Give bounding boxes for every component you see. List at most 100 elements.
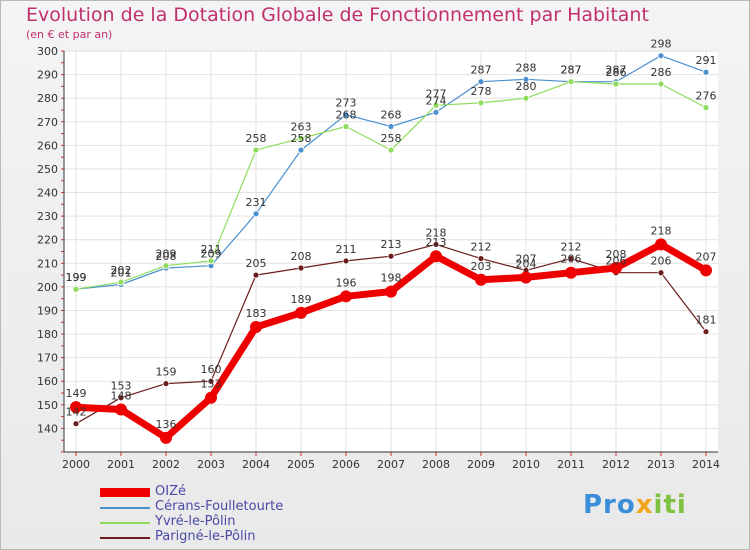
data-point-parigne-le-polin: [117, 394, 125, 402]
data-point-yvre-le-polin: [117, 278, 125, 286]
data-label-oize: 183: [246, 307, 267, 320]
y-tick-label: 170: [37, 352, 58, 365]
data-label-yvre-le-polin: 199: [66, 271, 87, 284]
data-label-oize: 213: [426, 236, 447, 249]
data-label-oize: 136: [156, 418, 177, 431]
data-label-cerans-foulletourte: 199: [66, 271, 87, 284]
data-point-parigne-le-polin: [72, 420, 80, 428]
data-point-yvre-le-polin: [522, 94, 530, 102]
data-label-parigne-le-polin: 153: [111, 380, 132, 393]
data-label-yvre-le-polin: 209: [156, 248, 177, 261]
data-label-yvre-le-polin: 202: [111, 264, 132, 277]
data-label-oize: 153: [201, 378, 222, 391]
data-point-yvre-le-polin: [297, 134, 305, 142]
data-point-yvre-le-polin: [432, 101, 440, 109]
data-point-parigne-le-polin: [387, 252, 395, 260]
x-tick-label: 2012: [602, 458, 630, 470]
data-point-oize: [655, 238, 667, 251]
x-tick-label: 2007: [377, 458, 405, 470]
data-point-parigne-le-polin: [702, 328, 710, 336]
data-label-cerans-foulletourte: 287: [606, 64, 627, 77]
line-chart: 140 150 160 170 180 190 200 210 220 230 240 250 260 2…: [37, 38, 720, 470]
data-label-cerans-foulletourte: 291: [696, 54, 717, 67]
legend-label: Cérans-Foulletourte: [155, 499, 284, 514]
data-point-parigne-le-polin: [207, 377, 215, 385]
data-point-oize: [475, 273, 487, 286]
data-label-parigne-le-polin: 213: [381, 238, 402, 251]
x-tick-label: 2011: [557, 458, 585, 470]
data-label-parigne-le-polin: 142: [66, 406, 87, 419]
x-tick-label: 2014: [692, 458, 720, 470]
y-tick-label: 190: [37, 304, 58, 317]
series-layer: [70, 52, 712, 444]
data-label-cerans-foulletourte: 208: [156, 250, 177, 263]
legend-swatch: [100, 522, 150, 524]
data-label-cerans-foulletourte: 274: [426, 94, 447, 107]
data-label-parigne-le-polin: 181: [696, 314, 717, 327]
logo-part-pro: Pro: [583, 490, 636, 520]
y-tick-label: 300: [37, 45, 58, 58]
data-point-yvre-le-polin: [387, 146, 395, 154]
data-point-oize: [295, 306, 307, 319]
data-point-oize: [430, 250, 442, 263]
data-point-parigne-le-polin: [252, 271, 260, 279]
y-tick-label: 220: [37, 234, 58, 247]
legend-swatch: [100, 507, 150, 509]
data-label-yvre-le-polin: 258: [381, 132, 402, 145]
logo-part-iti: iti: [653, 490, 687, 520]
data-label-parigne-le-polin: 159: [156, 366, 177, 379]
data-point-oize: [385, 285, 397, 298]
data-label-oize: 149: [66, 387, 87, 400]
data-label-parigne-le-polin: 212: [561, 241, 582, 254]
data-point-parigne-le-polin: [657, 269, 665, 277]
data-label-parigne-le-polin: 205: [246, 257, 267, 270]
data-label-parigne-le-polin: 218: [426, 226, 447, 239]
data-point-cerans-foulletourte: [702, 68, 710, 76]
x-tick-label: 2010: [512, 458, 540, 470]
data-label-yvre-le-polin: 280: [516, 80, 537, 93]
x-tick-label: 2006: [332, 458, 360, 470]
data-point-oize: [70, 401, 82, 414]
logo-part-x: x: [635, 490, 654, 520]
data-point-cerans-foulletourte: [657, 52, 665, 60]
data-point-yvre-le-polin: [567, 78, 575, 86]
data-point-oize: [250, 320, 262, 333]
data-label-yvre-le-polin: 276: [696, 90, 717, 103]
legend-label: Parigné-le-Pôlin: [155, 529, 256, 544]
y-tick-label: 210: [37, 257, 58, 270]
data-point-cerans-foulletourte: [297, 146, 305, 154]
data-point-parigne-le-polin: [297, 264, 305, 272]
data-label-yvre-le-polin: 278: [471, 85, 492, 98]
x-axis-ticks: 2000 2001 2002 2003 2004 2005 2006 2007 2008 2009…: [62, 458, 720, 470]
data-label-cerans-foulletourte: 273: [336, 97, 357, 110]
data-label-oize: 189: [291, 293, 312, 306]
data-point-oize: [565, 266, 577, 279]
legend-label: OIZé: [155, 484, 186, 499]
data-label-oize: 198: [381, 272, 402, 285]
data-label-cerans-foulletourte: 231: [246, 196, 267, 209]
data-point-oize: [340, 290, 352, 303]
data-label-oize: 206: [561, 253, 582, 266]
y-tick-label: 240: [37, 187, 58, 200]
data-label-oize: 203: [471, 260, 492, 273]
data-label-yvre-le-polin: 287: [561, 64, 582, 77]
data-point-parigne-le-polin: [162, 380, 170, 387]
legend-swatch: [100, 488, 150, 497]
y-tick-label: 230: [37, 210, 58, 223]
data-point-yvre-le-polin: [207, 257, 215, 265]
data-point-cerans-foulletourte: [477, 78, 485, 86]
data-point-cerans-foulletourte: [432, 108, 440, 116]
data-label-yvre-le-polin: 263: [291, 120, 312, 133]
x-tick-label: 2013: [647, 458, 675, 470]
data-label-yvre-le-polin: 286: [606, 66, 627, 79]
y-tick-label: 180: [37, 328, 58, 341]
y-tick-label: 260: [37, 139, 58, 152]
data-label-yvre-le-polin: 211: [201, 243, 222, 256]
data-label-cerans-foulletourte: 298: [651, 38, 672, 51]
data-label-oize: 148: [111, 390, 132, 403]
y-tick-label: 200: [37, 281, 58, 294]
data-label-cerans-foulletourte: 209: [201, 248, 222, 261]
x-tick-label: 2002: [152, 458, 180, 470]
data-label-oize: 204: [516, 257, 537, 270]
chart-subtitle: (en € et par an): [26, 28, 113, 41]
